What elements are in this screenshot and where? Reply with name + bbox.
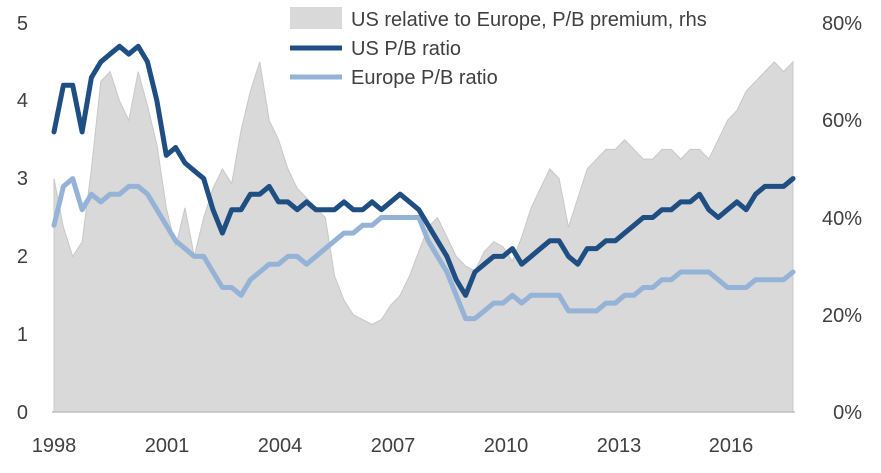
x-tick-label: 2007 xyxy=(371,435,416,457)
us-pb-line xyxy=(51,43,796,298)
legend-label-premium: US relative to Europe, P/B premium, rhs xyxy=(351,9,707,31)
legend: US relative to Europe, P/B premium, rhs … xyxy=(290,7,707,89)
y-tick-label: 0 xyxy=(17,402,28,424)
premium-area-layer xyxy=(53,60,794,413)
y-tick-label: 2 xyxy=(17,246,28,268)
y2-tick-label: 60% xyxy=(822,110,862,132)
y-tick-label: 5 xyxy=(17,13,28,35)
x-tick-label: 2004 xyxy=(258,435,303,457)
y2-tick-label: 40% xyxy=(822,208,862,230)
legend-swatch-premium xyxy=(290,7,342,29)
y2-tick-label: 0% xyxy=(833,402,862,424)
y-tick-label: 4 xyxy=(17,90,28,112)
left-y-axis-ticks: 0 1 2 3 4 5 xyxy=(17,13,28,424)
premium-area-series xyxy=(53,60,794,413)
legend-label-us: US P/B ratio xyxy=(351,38,461,60)
lines-layer xyxy=(51,43,796,322)
europe-pb-line xyxy=(51,176,796,322)
x-tick-label: 2016 xyxy=(709,435,754,457)
x-axis-ticks: 1998 2001 2004 2007 2010 2013 2016 xyxy=(32,435,754,457)
x-tick-label: 2013 xyxy=(597,435,642,457)
right-y-axis-ticks: 0% 20% 40% 60% 80% xyxy=(822,13,862,424)
x-tick-label: 2010 xyxy=(484,435,529,457)
y2-tick-label: 20% xyxy=(822,305,862,327)
x-tick-label: 1998 xyxy=(32,435,77,457)
y-tick-label: 3 xyxy=(17,168,28,190)
x-tick-label: 2001 xyxy=(145,435,190,457)
y-tick-label: 1 xyxy=(17,324,28,346)
legend-label-europe: Europe P/B ratio xyxy=(351,67,498,89)
y2-tick-label: 80% xyxy=(822,13,862,35)
